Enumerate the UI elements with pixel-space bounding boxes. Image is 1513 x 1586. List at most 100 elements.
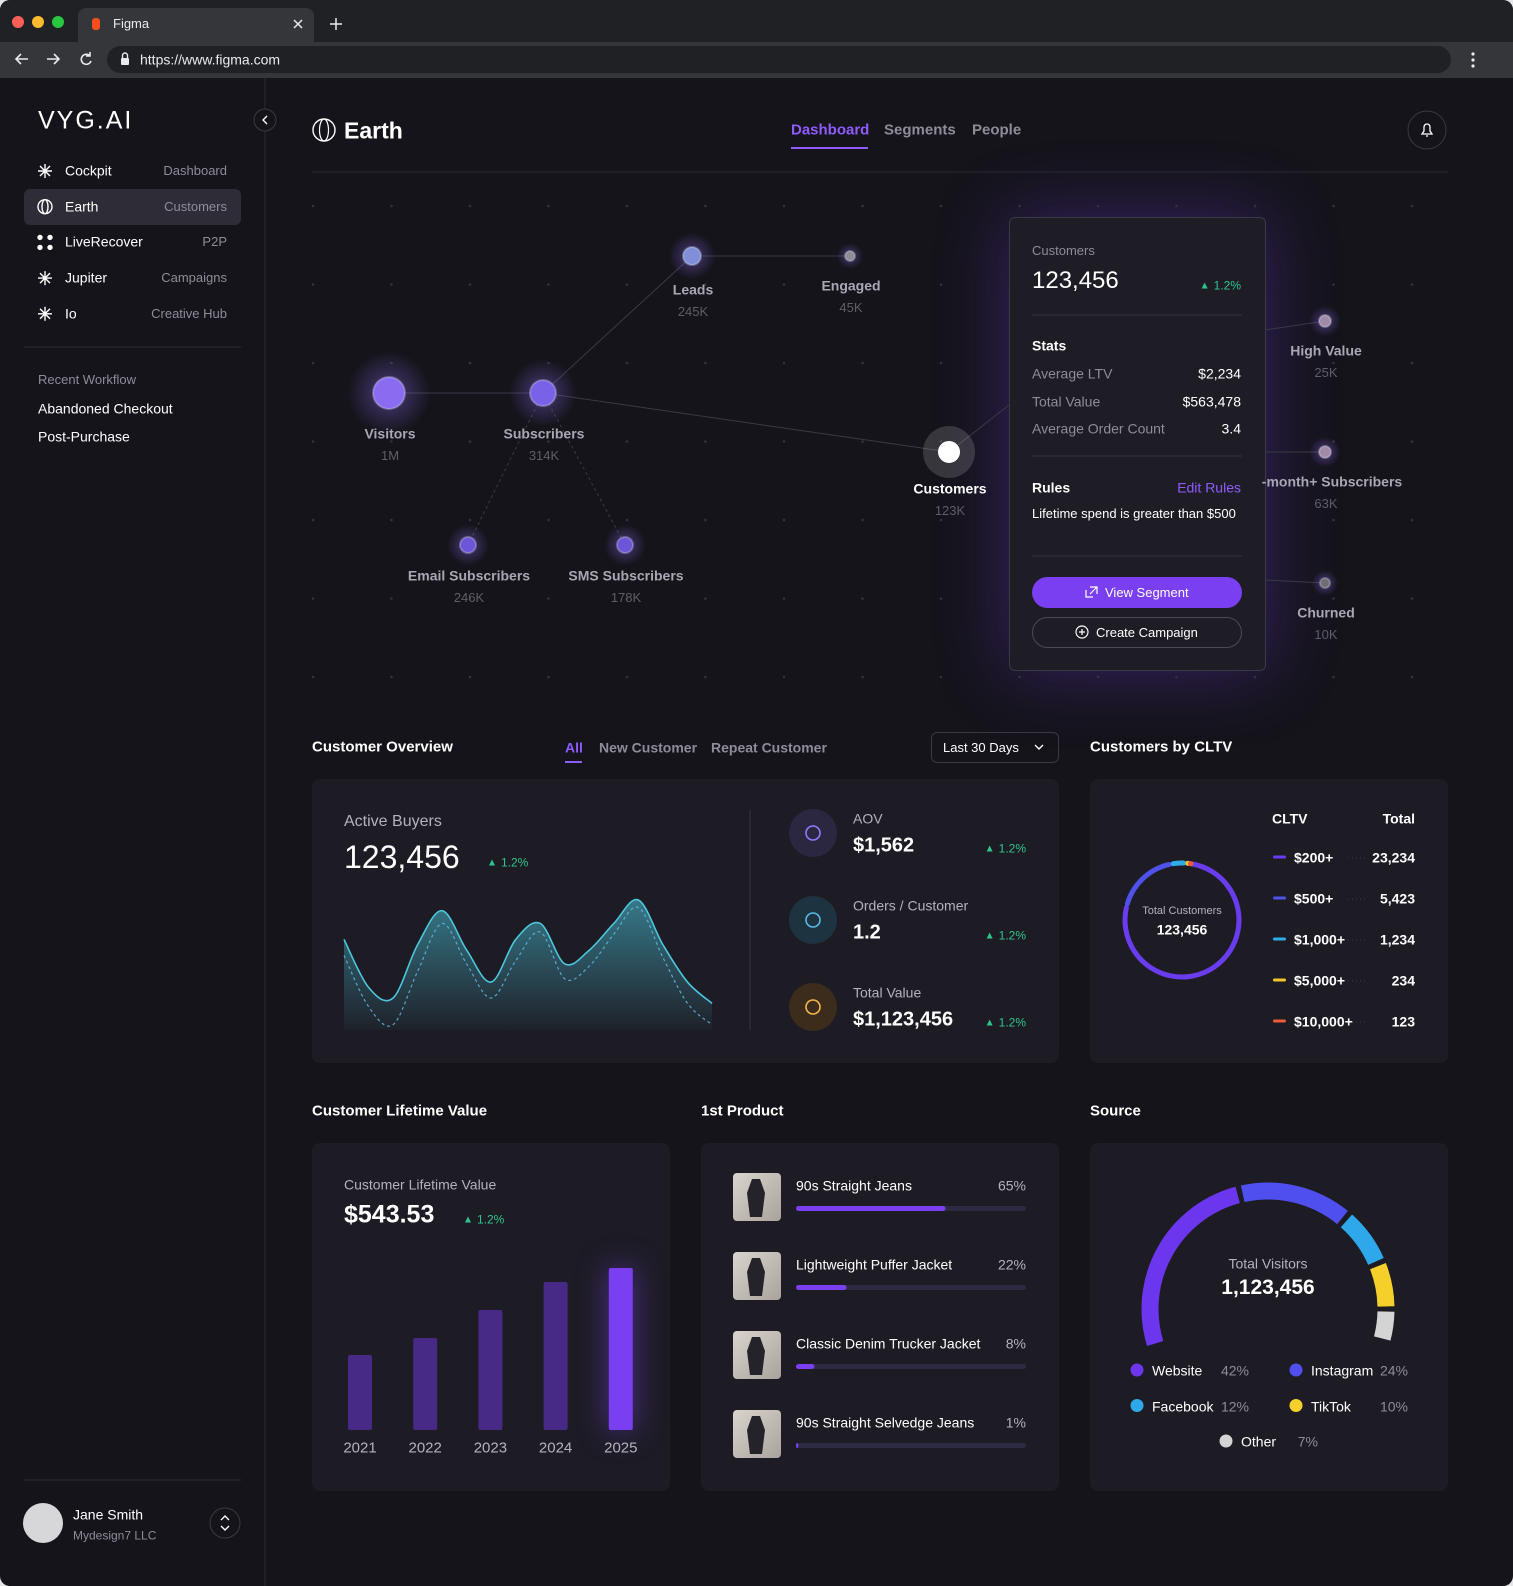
section-title: 1st Product <box>701 1102 784 1120</box>
menu-dot <box>1471 52 1475 56</box>
grid-dot <box>625 440 629 443</box>
area-line <box>343 898 713 1004</box>
window-control <box>52 16 64 28</box>
bar <box>348 1355 372 1430</box>
nav-label[interactable]: LiveRecover <box>65 233 143 250</box>
grid-dot <box>1410 204 1414 208</box>
progress-bar <box>796 1443 799 1448</box>
grid-dot <box>1096 204 1100 208</box>
grid-dot <box>390 597 393 600</box>
card-change: 1.2% <box>1202 279 1241 294</box>
track <box>796 1285 1026 1290</box>
nav-sub: Customers <box>164 198 227 214</box>
tab[interactable]: People <box>972 121 1022 139</box>
section-title: Customers by CLTV <box>1090 738 1233 756</box>
gauge-segment <box>1369 1263 1395 1307</box>
menu-dot <box>1471 58 1475 62</box>
omnibox <box>107 46 1451 73</box>
range-label[interactable]: Last 30 Days <box>943 739 1019 755</box>
flow-node <box>616 536 634 554</box>
nav-label[interactable]: Earth <box>65 197 99 214</box>
nav-label[interactable]: Io <box>65 305 77 322</box>
node-label: Subscribers <box>503 425 585 442</box>
legend-value: 1,234 <box>1379 931 1415 948</box>
nav-item[interactable] <box>24 188 241 225</box>
nav-label[interactable]: Jupiter <box>65 269 108 286</box>
grid-dot <box>704 597 707 600</box>
tab[interactable]: Segments <box>884 121 956 139</box>
nav-icon <box>37 234 53 251</box>
bell <box>1420 123 1434 137</box>
page-icon <box>318 118 330 142</box>
center-label: Total Customers <box>1142 905 1222 918</box>
edit-rules[interactable]: Edit Rules <box>1177 479 1241 496</box>
star <box>38 164 52 178</box>
metric-icon <box>789 896 837 944</box>
grid-dot <box>1332 283 1335 286</box>
nav-icon <box>38 271 52 286</box>
grid-dot <box>782 361 786 365</box>
grid-dot <box>1332 204 1335 208</box>
grid-dot <box>782 518 786 522</box>
reload <box>80 52 92 66</box>
recent-item[interactable]: Post-Purchase <box>38 428 130 445</box>
legend-label: $200+ <box>1294 849 1334 866</box>
x-tick-label: 2025 <box>604 1439 638 1457</box>
node-label: -month+ Subscribers <box>1261 473 1403 490</box>
legend-label: Facebook <box>1152 1397 1214 1414</box>
node-label: Leads <box>672 281 714 298</box>
stat-label: Total Value <box>1032 392 1101 409</box>
cltv-card <box>1090 779 1448 1063</box>
nav-sub: Creative Hub <box>151 305 227 321</box>
range-select[interactable] <box>931 732 1059 763</box>
grid-dot <box>939 597 943 600</box>
bell-button <box>1407 110 1447 150</box>
filter[interactable]: Repeat Customer <box>711 739 827 756</box>
filter[interactable]: All <box>565 739 583 756</box>
grid-dot <box>1018 675 1021 679</box>
grid-dot <box>1410 518 1414 522</box>
grid-dot <box>1332 361 1335 365</box>
grid-dot <box>468 440 472 443</box>
lock-icon <box>121 58 129 65</box>
star <box>38 271 52 286</box>
node-value: 25K <box>1314 364 1338 380</box>
grid-dot <box>311 597 315 600</box>
grid-dot <box>547 675 550 679</box>
tab[interactable]: Dashboard <box>791 121 870 139</box>
column-label: CLTV <box>1272 810 1308 827</box>
node-value: 314K <box>528 447 560 463</box>
nav-icon <box>38 306 52 321</box>
nav-buttons <box>14 53 61 65</box>
gauge-segment <box>1141 1186 1241 1346</box>
nav-label[interactable]: Cockpit <box>65 162 112 179</box>
flow-node <box>372 376 406 410</box>
stat-value: $563,478 <box>1182 392 1241 409</box>
grid-dot <box>468 283 472 286</box>
node <box>47 244 53 251</box>
flow-edge <box>948 404 1010 453</box>
plus-icon <box>1075 625 1089 639</box>
account-chevrons <box>220 1515 230 1531</box>
grid-dot <box>1332 675 1335 679</box>
legend-label: Website <box>1152 1362 1203 1379</box>
primary-button[interactable] <box>1032 577 1242 608</box>
metric-icon <box>789 983 837 1031</box>
grid-dot <box>782 283 786 286</box>
secondary-button[interactable] <box>1032 617 1242 648</box>
node-value: 1M <box>380 447 400 463</box>
grid-dot <box>1410 440 1414 443</box>
grid-dot <box>468 361 472 365</box>
legend-label: $5,000+ <box>1294 972 1345 989</box>
grid-dot <box>939 361 943 365</box>
grid-dot <box>782 204 786 208</box>
filter[interactable]: New Customer <box>599 739 698 756</box>
legend-swatch <box>1273 855 1286 859</box>
grid-dot <box>1410 675 1414 679</box>
metric-label: AOV <box>853 810 883 827</box>
node-label: Engaged <box>821 277 881 294</box>
product-share: 1% <box>1005 1414 1026 1431</box>
grid-dot <box>704 283 707 286</box>
recent-item[interactable]: Abandoned Checkout <box>38 400 173 417</box>
nav-sub: P2P <box>202 234 227 250</box>
